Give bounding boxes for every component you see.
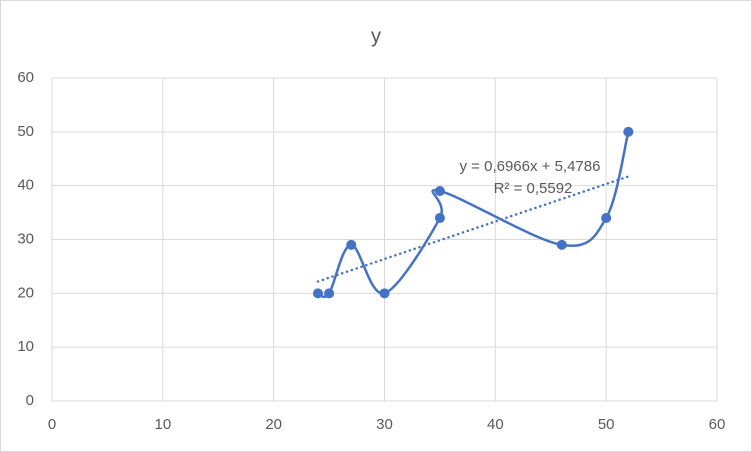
x-tick-label: 30: [376, 416, 393, 433]
trendline: [316, 175, 630, 283]
x-tick-label: 10: [154, 416, 171, 433]
x-tick-label: 20: [265, 416, 282, 433]
y-tick-label: 20: [17, 284, 34, 301]
x-tick-label: 60: [709, 416, 726, 433]
data-point: [313, 288, 323, 299]
chart-title: y: [371, 25, 381, 47]
y-tick-label: 10: [17, 338, 34, 355]
data-point: [434, 212, 445, 223]
series-line: [317, 131, 630, 299]
y-tick-label: 50: [17, 123, 34, 140]
data-point: [623, 126, 634, 137]
y-tick-label: 30: [17, 230, 34, 247]
data-point: [601, 212, 612, 223]
trendline-equation: y = 0,6966x + 5,4786: [460, 158, 601, 175]
y-tick-label: 60: [17, 69, 34, 86]
x-tick-label: 0: [48, 416, 56, 433]
data-point: [346, 239, 357, 250]
data-point: [556, 239, 567, 250]
trendline-r2: R² = 0,5592: [494, 180, 573, 197]
y-tick-label: 40: [17, 177, 34, 194]
x-tick-label: 40: [487, 416, 504, 433]
data-point: [434, 186, 445, 197]
y-tick-label: 0: [26, 392, 34, 409]
data-point: [379, 288, 390, 299]
data-point: [324, 288, 335, 299]
x-tick-label: 50: [598, 416, 615, 433]
